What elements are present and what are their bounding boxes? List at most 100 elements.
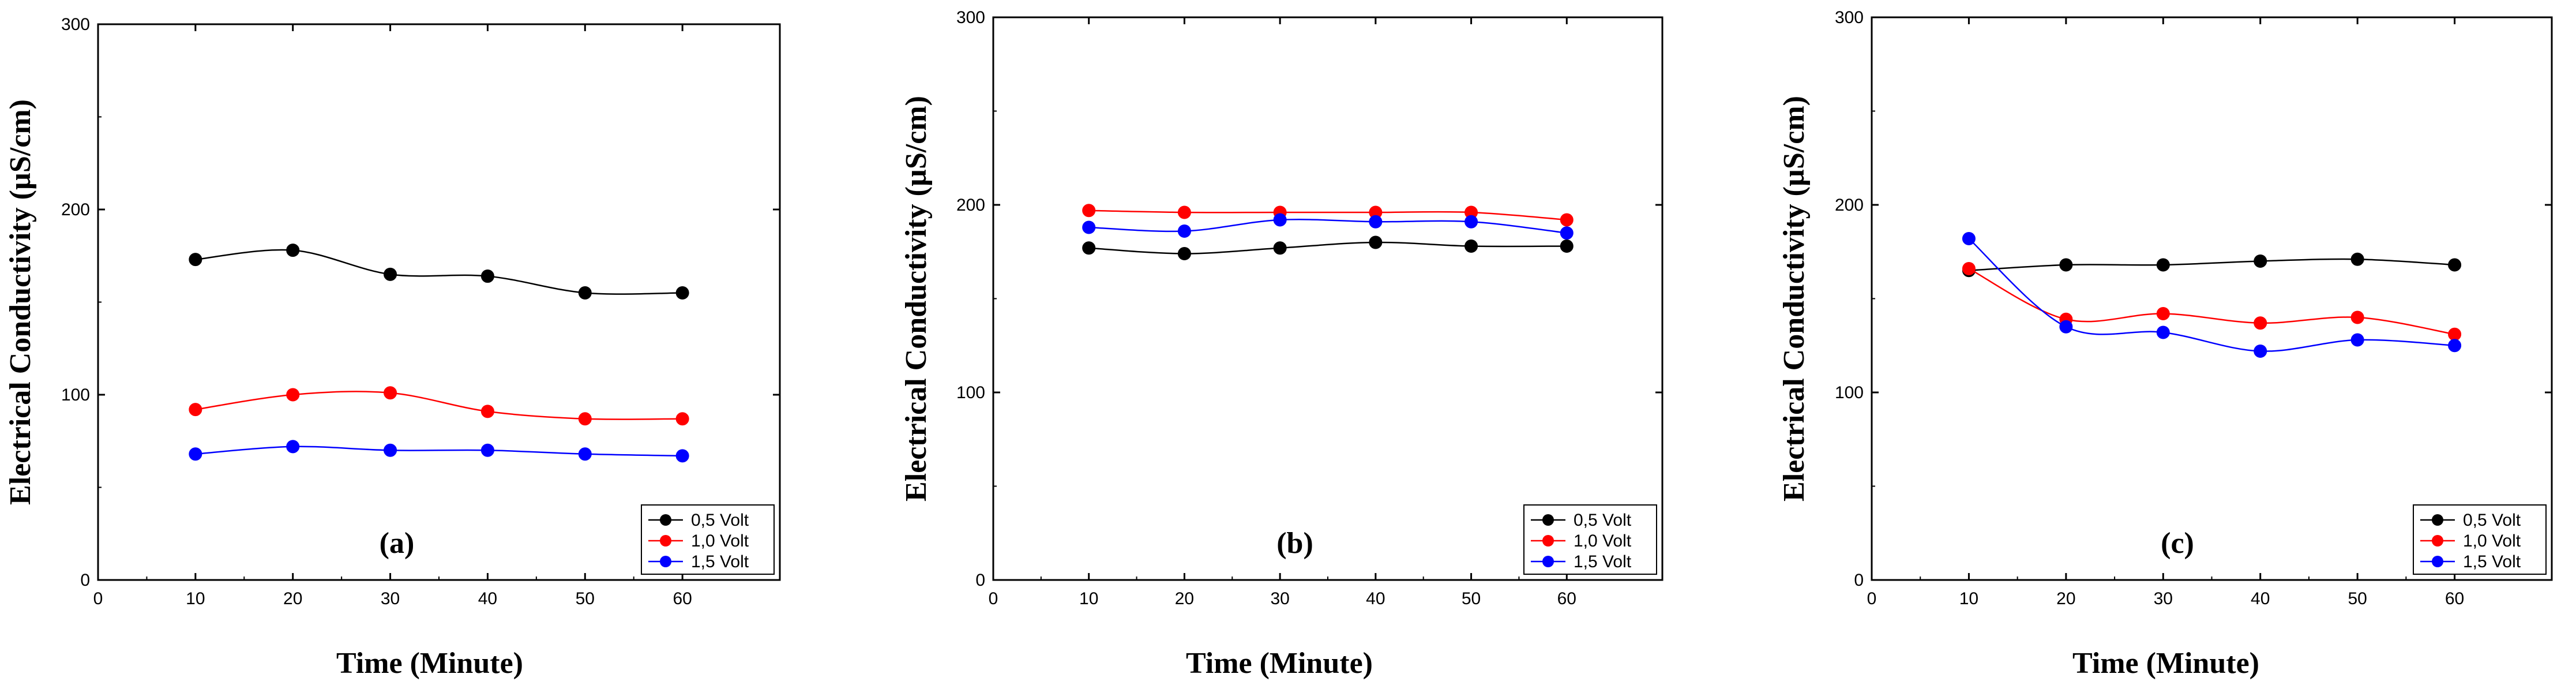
data-point-series-1 <box>189 403 202 417</box>
x-tick-label: 30 <box>1270 589 1289 608</box>
plot-frame <box>1871 16 2553 581</box>
x-tick-label: 30 <box>2154 589 2173 608</box>
x-tick-label: 10 <box>1079 589 1098 608</box>
data-point-series-0 <box>2448 258 2462 272</box>
data-point-series-1 <box>1082 204 1096 218</box>
legend-marker <box>2432 535 2443 546</box>
data-point-series-1 <box>2254 316 2267 330</box>
legend-label: 1,0 Volt <box>691 531 749 551</box>
chart-panel-c: 0 10 20 30 40 50 60 0 100 200 300 Time (Minute) Elec… <box>1778 8 2553 680</box>
panel-label: (c) <box>2161 527 2194 560</box>
plot-frame <box>97 23 781 581</box>
data-point-series-2 <box>2156 325 2170 339</box>
y-tick-label: 300 <box>61 15 90 34</box>
data-point-series-2 <box>1465 215 1478 229</box>
y-tick-label: 200 <box>956 196 985 215</box>
legend-label: 1,0 Volt <box>1574 531 1632 551</box>
y-axis-title: Electrical Conductivity (µS/cm) <box>4 99 37 505</box>
x-tick-label: 0 <box>93 589 103 608</box>
y-tick-label: 100 <box>1835 383 1864 402</box>
legend-marker <box>660 535 671 546</box>
x-axis-title: Time (Minute) <box>336 647 523 680</box>
data-point-series-2 <box>2448 339 2462 353</box>
legend-label: 1,5 Volt <box>2463 552 2521 571</box>
data-point-series-2 <box>2059 320 2073 334</box>
plot-frame <box>992 16 1663 581</box>
y-tick-label: 0 <box>975 571 985 590</box>
legend-marker <box>2432 514 2443 526</box>
data-point-series-0 <box>675 286 689 300</box>
x-tick-label: 50 <box>2348 589 2367 608</box>
x-tick-label: 0 <box>989 589 998 608</box>
y-tick-label: 300 <box>1835 8 1864 27</box>
data-point-series-1 <box>1560 213 1574 227</box>
data-point-series-2 <box>1273 213 1287 227</box>
data-point-series-2 <box>2254 345 2267 358</box>
x-tick-label: 50 <box>1462 589 1481 608</box>
y-tick-label: 200 <box>61 200 90 219</box>
data-point-series-1 <box>286 388 300 402</box>
data-point-series-2 <box>1560 226 1574 240</box>
data-point-series-1 <box>2350 310 2364 324</box>
y-tick-label: 0 <box>1854 571 1864 590</box>
series-line-2 <box>1088 219 1567 234</box>
y-tick-label: 0 <box>80 571 90 590</box>
legend-label: 1,0 Volt <box>2463 531 2521 551</box>
x-tick-label: 40 <box>2251 589 2270 608</box>
data-point-series-0 <box>480 269 494 283</box>
legend-marker <box>660 514 671 526</box>
legend-marker <box>2432 556 2443 567</box>
x-tick-label: 50 <box>576 589 595 608</box>
data-point-series-1 <box>384 386 397 400</box>
data-point-series-1 <box>578 412 592 426</box>
x-tick-label: 40 <box>478 589 497 608</box>
x-tick-label: 60 <box>2445 589 2464 608</box>
data-point-series-2 <box>2350 333 2364 347</box>
data-point-series-2 <box>1177 224 1191 238</box>
chart-panel-a: 0 10 20 30 40 50 60 0 100 200 300 Time (Minute) Elec… <box>4 15 781 680</box>
y-tick-label: 300 <box>956 8 985 27</box>
x-tick-label: 10 <box>186 589 205 608</box>
data-point-series-0 <box>1273 241 1287 255</box>
data-point-series-2 <box>1369 215 1383 229</box>
data-point-series-1 <box>1962 262 1976 275</box>
x-tick-label: 20 <box>2056 589 2075 608</box>
data-point-series-0 <box>2156 258 2170 272</box>
x-tick-label: 0 <box>1867 589 1877 608</box>
legend-label: 0,5 Volt <box>1574 511 1632 530</box>
series-line-1 <box>1088 209 1567 221</box>
series-line-2 <box>195 446 683 457</box>
legend-label: 0,5 Volt <box>691 511 749 530</box>
data-point-series-2 <box>286 440 300 454</box>
legend-label: 1,5 Volt <box>691 552 749 571</box>
data-point-series-0 <box>384 267 397 281</box>
x-tick-label: 20 <box>283 589 302 608</box>
legend-marker <box>660 556 671 567</box>
data-point-series-2 <box>189 447 202 461</box>
legend-marker <box>1542 556 1554 567</box>
legend-marker <box>1542 514 1554 526</box>
data-point-series-0 <box>1082 241 1096 255</box>
data-point-series-0 <box>1177 247 1191 260</box>
y-axis-title: Electrical Conductivity (µS/cm) <box>1778 96 1811 501</box>
data-point-series-0 <box>1560 239 1574 253</box>
y-tick-label: 200 <box>1835 196 1864 215</box>
y-tick-label: 100 <box>956 383 985 402</box>
data-point-series-0 <box>1465 239 1478 253</box>
data-point-series-2 <box>384 443 397 457</box>
data-point-series-0 <box>2350 252 2364 266</box>
data-point-series-0 <box>2254 254 2267 268</box>
legend-label: 0,5 Volt <box>2463 511 2521 530</box>
series-line-1 <box>195 391 683 420</box>
data-point-series-0 <box>578 286 592 300</box>
x-tick-label: 30 <box>381 589 400 608</box>
data-point-series-0 <box>1369 235 1383 249</box>
y-axis-title: Electrical Conductivity (µS/cm) <box>900 96 933 501</box>
data-point-series-1 <box>1177 205 1191 219</box>
series-line-0 <box>1088 241 1567 254</box>
x-tick-label: 10 <box>1959 589 1978 608</box>
x-axis-title: Time (Minute) <box>2072 647 2259 680</box>
data-point-series-0 <box>2059 258 2073 272</box>
series-line-0 <box>195 249 683 295</box>
data-point-series-2 <box>1082 220 1096 234</box>
